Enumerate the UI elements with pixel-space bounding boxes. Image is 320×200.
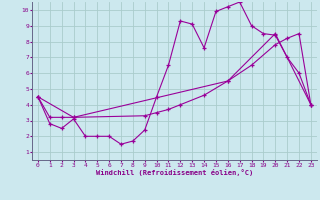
X-axis label: Windchill (Refroidissement éolien,°C): Windchill (Refroidissement éolien,°C): [96, 169, 253, 176]
